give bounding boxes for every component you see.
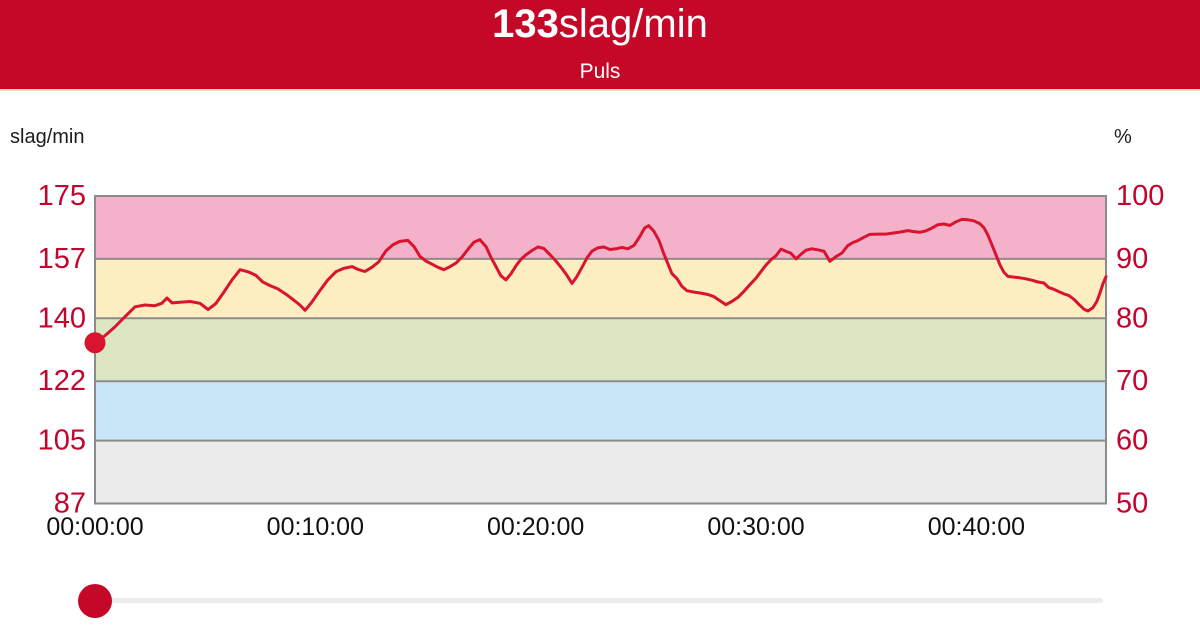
right-axis-unit-label: % (1114, 126, 1132, 148)
time-slider-track[interactable] (95, 598, 1103, 603)
left-axis-tick-label: 87 (54, 488, 86, 520)
left-axis-tick-label: 105 (38, 425, 86, 457)
x-axis-tick-label: 00:20:00 (487, 513, 584, 541)
heart-rate-value: 133 (492, 2, 559, 46)
left-axis-tick-label: 140 (38, 302, 86, 334)
hr-zone-2-band (95, 381, 1106, 441)
left-axis-tick-label: 175 (38, 180, 86, 212)
x-axis-tick-label: 00:10:00 (267, 513, 364, 541)
left-axis-tick-label: 122 (38, 365, 86, 397)
left-axis-unit-label: slag/min (10, 126, 85, 148)
x-axis-tick-label: 00:00:00 (46, 513, 143, 541)
heart-rate-line (93, 217, 1108, 345)
right-axis-tick-label: 60 (1116, 425, 1148, 457)
hr-zone-1-band (95, 440, 1106, 504)
current-value: 133slag/min (492, 2, 708, 46)
right-axis-tick-label: 50 (1116, 488, 1148, 520)
right-axis-tick-label: 90 (1116, 243, 1148, 275)
left-axis-tick-label: 157 (38, 243, 86, 275)
heart-rate-unit: slag/min (558, 2, 708, 46)
right-axis-tick-label: 80 (1116, 302, 1148, 334)
hr-zone-4-band (95, 258, 1106, 319)
x-axis-tick-label: 00:40:00 (928, 513, 1025, 541)
hr-zone-3-band (95, 318, 1106, 382)
header-bar: 133slag/min Puls (0, 0, 1200, 91)
line-start-marker (84, 332, 106, 354)
hr-zone-5-band (95, 196, 1106, 259)
x-axis-tick-label: 00:30:00 (707, 513, 804, 541)
time-slider-handle[interactable] (78, 584, 112, 618)
right-axis-tick-label: 70 (1116, 365, 1148, 397)
right-axis-tick-label: 100 (1116, 180, 1164, 212)
chart-title: Puls (579, 60, 621, 83)
